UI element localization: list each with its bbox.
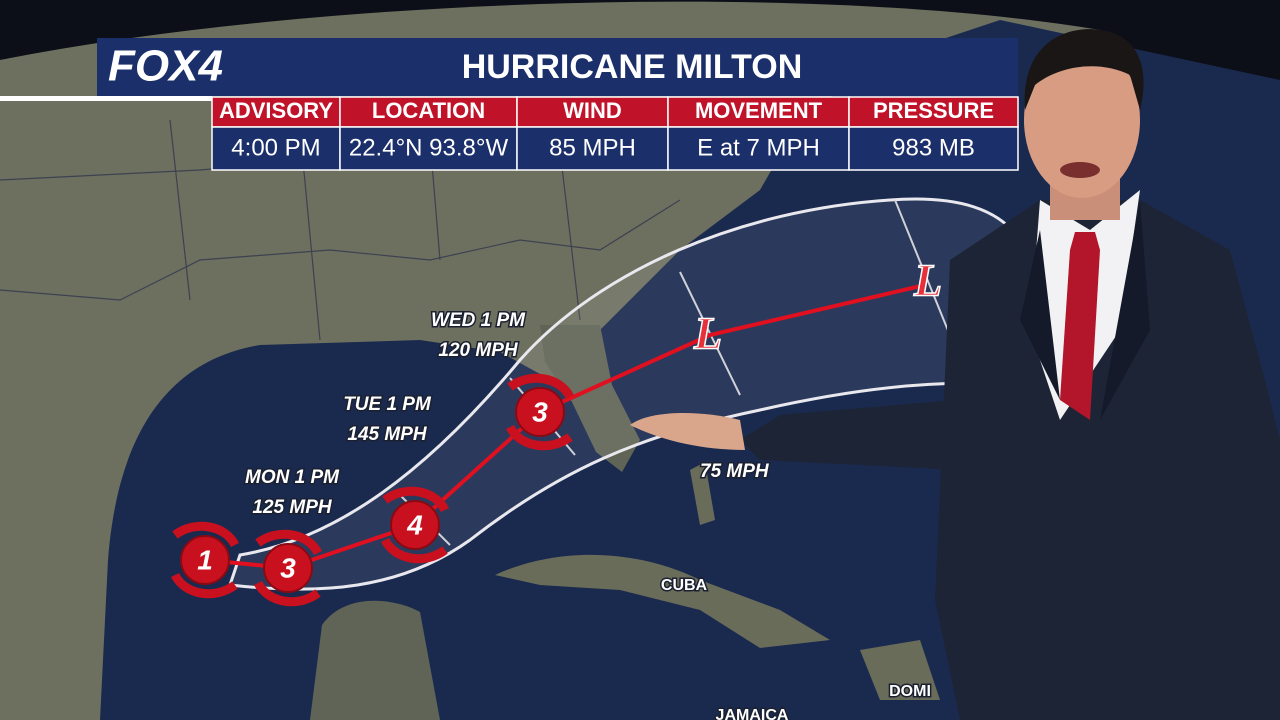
- forecast-wind: 120 MPH: [438, 340, 518, 361]
- storm-swirl: [505, 373, 575, 451]
- column-value: E at 7 MPH: [697, 134, 820, 161]
- column-header: ADVISORY: [219, 98, 333, 123]
- presenter: [630, 29, 1280, 720]
- forecast-time: MON 1 PM: [245, 467, 340, 488]
- title: HURRICANE MILTON: [462, 48, 803, 86]
- header-cell: [667, 96, 850, 128]
- yucatan: [310, 600, 440, 720]
- value-cell: [211, 126, 341, 171]
- column-header: WIND: [563, 98, 622, 123]
- column-value: 22.4°N 93.8°W: [349, 134, 509, 161]
- column-header: MOVEMENT: [695, 98, 823, 123]
- header-cell: [211, 96, 341, 128]
- low-marker: L: [693, 308, 722, 359]
- header-cell: [339, 96, 518, 128]
- column-value: 85 MPH: [549, 134, 636, 161]
- column-value: 983 MB: [892, 134, 975, 161]
- header-bar: [97, 38, 1018, 96]
- header-cell: [516, 96, 669, 128]
- forecast-wind: 75 MPH: [700, 461, 770, 482]
- storm-swirl: [380, 486, 450, 564]
- storm-icon: [263, 543, 313, 593]
- storm-icon: [515, 387, 565, 437]
- column-header: LOCATION: [372, 98, 485, 123]
- logo: FOX4: [108, 42, 223, 91]
- value-cell: [667, 126, 850, 171]
- storm-category: 4: [406, 509, 423, 540]
- low-marker: L: [913, 255, 942, 306]
- column-value: 4:00 PM: [231, 134, 320, 161]
- storm-icon: [390, 500, 440, 550]
- value-cell: [848, 126, 1019, 171]
- column-header: PRESSURE: [873, 98, 994, 123]
- florida: [540, 325, 640, 472]
- bahamas: [690, 462, 715, 525]
- storm-category: 1: [197, 544, 213, 575]
- place-label: CUBA: [661, 577, 708, 594]
- value-cell: [339, 126, 518, 171]
- forecast-wind: 145 MPH: [347, 424, 427, 445]
- storm-icon: [180, 535, 230, 585]
- storm-category: 3: [532, 396, 548, 427]
- storm-category: 3: [280, 552, 296, 583]
- forecast-time: TUE 1 PM: [343, 394, 432, 415]
- forecast-time: WED 1 PM: [431, 310, 526, 331]
- hispaniola: [860, 640, 940, 700]
- header-cell: [848, 96, 1019, 128]
- storm-swirl: [253, 529, 323, 607]
- accent-stripe: [0, 96, 212, 101]
- place-label: DOMI: [889, 683, 931, 700]
- cuba: [495, 554, 830, 648]
- forecast-wind: 125 MPH: [252, 497, 332, 518]
- storm-swirl: [170, 521, 240, 599]
- value-cell: [516, 126, 669, 171]
- place-label: JAMAICA: [716, 707, 789, 720]
